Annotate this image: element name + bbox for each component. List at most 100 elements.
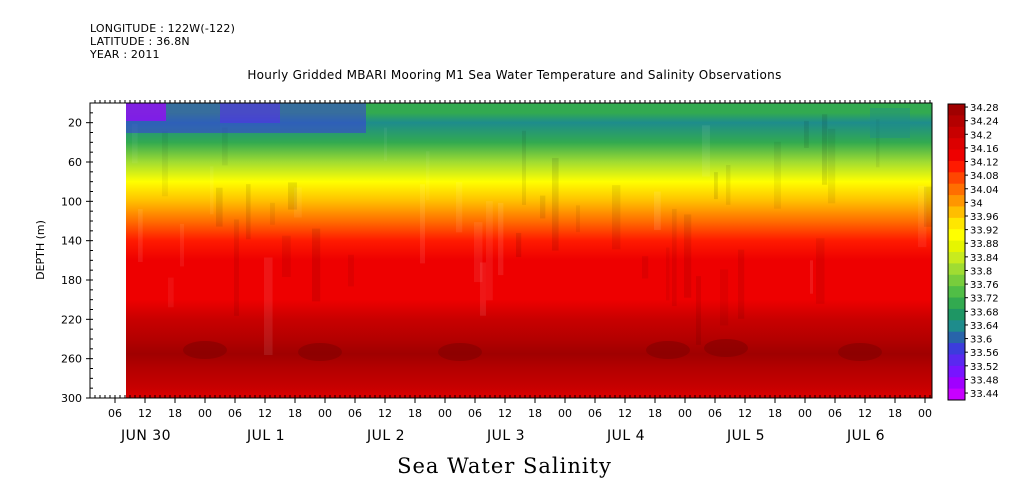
y-axis-label: DEPTH (m) [34, 220, 47, 280]
y-tick-label: 220 [61, 313, 82, 326]
x-tick-label: 00 [918, 407, 932, 420]
colorbar-label: 33.72 [970, 294, 999, 305]
x-tick-label: 12 [138, 407, 152, 420]
x-day-label: JUL 5 [726, 428, 765, 444]
x-tick-label: 12 [258, 407, 272, 420]
colorbar-swatch [948, 331, 965, 344]
y-tick-label: 100 [61, 195, 82, 208]
x-tick-label: 06 [468, 407, 482, 420]
axes: 20 60 100 140 180 220 260 300 DEPTH (m) 06 12 18 00 0… [34, 100, 933, 444]
x-day-label: JUL 1 [246, 428, 285, 444]
salinity-field [126, 103, 932, 398]
salinity-max-blob [183, 341, 227, 359]
x-tick-label: 18 [648, 407, 662, 420]
colorbar-swatch [948, 149, 965, 162]
x-tick-label: 06 [588, 407, 602, 420]
x-tick-label: 00 [198, 407, 212, 420]
colorbar-label: 33.92 [970, 226, 999, 237]
latitude-label: LATITUDE : 36.8N [90, 35, 190, 48]
y-tick-label: 140 [61, 235, 82, 248]
x-tick-label: 06 [228, 407, 242, 420]
x-tick-label: 18 [888, 407, 902, 420]
colorbar-frame [947, 103, 966, 401]
colorbar-swatch [948, 115, 965, 128]
colorbar-label: 34.2 [970, 130, 992, 141]
x-tick-label: 12 [858, 407, 872, 420]
colorbar-swatch [948, 274, 965, 287]
x-tick-label: 00 [678, 407, 692, 420]
surface-fresh-patch [870, 108, 910, 138]
colorbar-swatch [948, 195, 965, 207]
chart-title: Hourly Gridded MBARI Mooring M1 Sea Wate… [247, 68, 782, 82]
colorbar-label: 34.16 [970, 144, 999, 155]
colorbar-swatch [948, 206, 965, 219]
salinity-max-blob [838, 343, 882, 361]
colorbar-swatch [948, 183, 965, 196]
colorbar-label: 33.8 [970, 266, 992, 277]
x-tick-label: 12 [738, 407, 752, 420]
colorbar-swatch [948, 308, 965, 321]
colorbar-swatch [948, 263, 965, 276]
salinity-max-blob [704, 339, 748, 357]
colorbar-label: 34 [970, 198, 983, 209]
colorbar-label: 33.56 [970, 348, 999, 359]
longitude-label: LONGITUDE : 122W(-122) [90, 22, 236, 35]
colorbar-label: 33.68 [970, 307, 999, 318]
x-day-label: JUL 4 [606, 428, 645, 444]
plot-area [126, 103, 932, 398]
colorbar-swatch [948, 217, 965, 230]
surface-fresh-patch [126, 103, 166, 121]
colorbar: 34.28 34.24 34.2 34.16 34.12 34.08 34.04 34 33.9… [947, 103, 999, 401]
y-tick-label: 260 [61, 353, 82, 366]
salinity-texture [126, 103, 932, 361]
colorbar-swatch [948, 229, 965, 242]
x-tick-label: 06 [108, 407, 122, 420]
y-tick-label: 180 [61, 274, 82, 287]
colorbar-swatch [948, 320, 965, 333]
colorbar-label: 33.6 [970, 335, 992, 346]
x-tick-label: 00 [318, 407, 332, 420]
year-label: YEAR : 2011 [90, 48, 160, 61]
colorbar-swatch [948, 252, 965, 264]
colorbar-label: 33.48 [970, 375, 999, 386]
colorbar-label: 33.44 [970, 389, 999, 400]
colorbar-swatch [948, 388, 965, 401]
x-day-label: JUL 2 [366, 428, 405, 444]
x-tick-label: 00 [438, 407, 452, 420]
x-tick-label: 12 [498, 407, 512, 420]
colorbar-swatch [948, 377, 965, 390]
x-tick-label: 00 [798, 407, 812, 420]
x-tick-label: 18 [168, 407, 182, 420]
x-day-label: JUL 6 [846, 428, 885, 444]
colorbar-label: 34.08 [970, 171, 999, 182]
metadata-block: LONGITUDE : 122W(-122) LATITUDE : 36.8N … [90, 22, 235, 61]
colorbar-label: 34.24 [970, 117, 999, 128]
colorbar-swatch [948, 160, 965, 173]
x-tick-label: 00 [558, 407, 572, 420]
x-tick-label: 18 [768, 407, 782, 420]
colorbar-swatch [948, 126, 965, 139]
colorbar-label: 33.84 [970, 253, 999, 264]
x-day-label: JUN 30 [120, 428, 171, 444]
colorbar-swatch [948, 343, 965, 355]
colorbar-label: 34.04 [970, 185, 999, 196]
colorbar-swatch [948, 286, 965, 299]
surface-fresh-patch [220, 103, 280, 123]
x-tick-label: 06 [348, 407, 362, 420]
variable-title: Sea Water Salinity [397, 454, 612, 478]
y-tick-label: 60 [68, 156, 82, 169]
colorbar-label: 33.64 [970, 321, 999, 332]
colorbar-label: 33.52 [970, 362, 999, 373]
x-tick-label: 06 [828, 407, 842, 420]
x-tick-label: 18 [528, 407, 542, 420]
colorbar-swatch [948, 240, 965, 253]
y-tick-label: 20 [68, 117, 82, 130]
salinity-max-blob [646, 341, 690, 359]
colorbar-swatch [948, 138, 965, 151]
colorbar-label: 34.12 [970, 158, 999, 169]
colorbar-swatch [948, 104, 965, 116]
colorbar-swatch [948, 354, 965, 367]
salinity-max-blob [438, 343, 482, 361]
x-day-label: JUL 3 [486, 428, 525, 444]
